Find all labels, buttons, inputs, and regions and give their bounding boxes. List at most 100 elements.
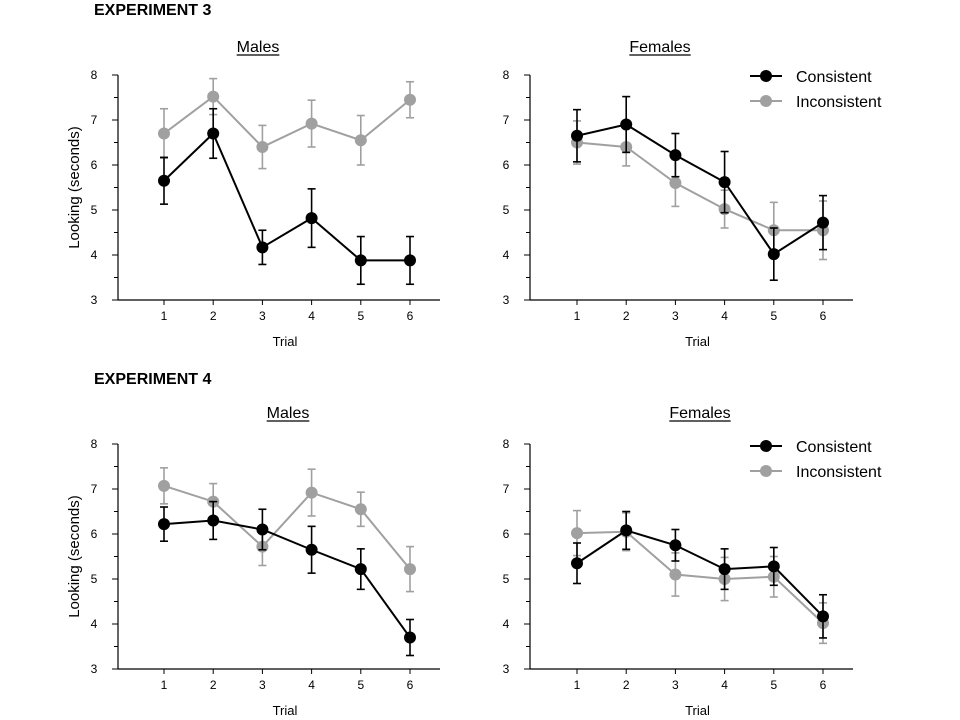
data-point	[571, 129, 583, 142]
experiment-3-heading: EXPERIMENT 3	[94, 2, 212, 19]
data-point	[354, 134, 367, 147]
y-tick-label: 5	[91, 203, 98, 217]
y-tick-label: 5	[503, 203, 510, 217]
y-tick-label: 4	[503, 248, 510, 262]
x-tick-label: 1	[574, 678, 581, 692]
y-tick-label: 4	[503, 617, 510, 631]
x-tick-label: 3	[259, 678, 266, 692]
legend-label: Consistent	[796, 69, 872, 86]
legend-marker	[760, 440, 772, 452]
data-point	[669, 177, 682, 189]
data-point	[158, 127, 170, 140]
x-tick-label: 5	[357, 309, 364, 323]
series-line-consistent	[576, 123, 824, 256]
x-tick-label: 2	[210, 678, 217, 692]
x-tick-label: 6	[407, 678, 414, 692]
y-tick-label: 8	[503, 437, 510, 451]
data-point	[404, 563, 416, 576]
data-point	[305, 212, 318, 225]
data-point	[817, 216, 829, 229]
data-point	[669, 149, 682, 162]
series-line-inconsistent	[163, 484, 411, 570]
data-point	[207, 514, 220, 527]
y-tick-label: 3	[91, 293, 98, 307]
series-inconsistent	[571, 120, 829, 261]
data-point	[158, 518, 170, 531]
series-consistent	[158, 107, 416, 286]
y-axis-label: Looking (seconds)	[66, 126, 83, 249]
y-tick-label: 3	[503, 662, 510, 676]
x-tick-label: 5	[357, 678, 364, 692]
y-tick-label: 3	[91, 662, 98, 676]
legend-label: Inconsistent	[796, 94, 882, 111]
series-line-inconsistent	[163, 95, 411, 149]
data-point	[158, 479, 170, 492]
x-tick-label: 1	[161, 678, 168, 692]
series-line-inconsistent	[576, 141, 823, 232]
data-point	[571, 557, 583, 570]
data-point	[669, 568, 682, 581]
data-point	[571, 527, 583, 540]
chart-panel-1: Males 3 4 5 6 7 8 1 2 3 4 5 6 Trial Looking (seconds)	[66, 39, 440, 349]
x-tick-label: 3	[672, 309, 679, 323]
series-inconsistent	[571, 509, 829, 645]
y-tick-label: 6	[503, 158, 510, 172]
y-tick-label: 5	[91, 572, 98, 586]
data-point	[718, 563, 731, 576]
x-tick-label: 4	[308, 678, 315, 692]
x-tick-label: 3	[672, 678, 679, 692]
series-line-consistent	[576, 529, 824, 618]
data-point	[305, 543, 318, 556]
data-point	[256, 141, 269, 153]
y-tick-label: 4	[91, 617, 98, 631]
chart-title: Females	[629, 39, 690, 56]
series-line-consistent	[163, 131, 410, 262]
series-inconsistent	[158, 77, 416, 170]
data-point	[718, 176, 731, 189]
y-tick-label: 7	[91, 113, 98, 127]
y-tick-label: 3	[503, 293, 510, 307]
x-tick-label: 1	[574, 309, 581, 323]
y-tick-label: 6	[91, 158, 98, 172]
chart-title: Males	[267, 405, 310, 422]
legend-marker	[760, 95, 772, 107]
data-point	[767, 248, 780, 261]
x-tick-label: 4	[308, 309, 315, 323]
data-point	[669, 539, 682, 552]
x-tick-label: 5	[770, 309, 777, 323]
x-tick-label: 4	[721, 678, 728, 692]
data-point	[404, 631, 416, 644]
legend-marker	[760, 70, 772, 82]
chart-panel-2: Females 3 4 5 6 7 8 1 2 3 4 5 6 Trial Consistent Incons…	[503, 39, 882, 349]
x-axis-label: Trial	[273, 703, 298, 718]
y-tick-label: 4	[91, 248, 98, 262]
data-point	[404, 93, 416, 106]
x-tick-label: 5	[770, 678, 777, 692]
y-tick-label: 8	[91, 68, 98, 82]
legend: Consistent Inconsistent	[750, 69, 882, 111]
chart-panel-4: Females 3 4 5 6 7 8 1 2 3 4 5 6 Trial Consistent Incons…	[503, 405, 882, 718]
data-point	[767, 560, 780, 573]
y-tick-label: 7	[503, 482, 510, 496]
x-tick-label: 1	[161, 309, 168, 323]
x-tick-label: 6	[407, 309, 414, 323]
legend-label: Inconsistent	[796, 464, 882, 481]
series-line-consistent	[163, 519, 411, 639]
x-tick-label: 2	[623, 309, 630, 323]
y-tick-label: 8	[503, 68, 510, 82]
x-tick-label: 3	[259, 309, 266, 323]
x-axis-label: Trial	[273, 334, 298, 349]
series-inconsistent	[158, 467, 416, 593]
data-point	[207, 127, 220, 140]
data-point	[354, 503, 367, 516]
legend-label: Consistent	[796, 439, 872, 456]
x-tick-label: 6	[820, 309, 827, 323]
x-axis-label: Trial	[685, 334, 710, 349]
y-tick-label: 6	[503, 527, 510, 541]
x-tick-label: 2	[623, 678, 630, 692]
data-point	[158, 174, 170, 187]
data-point	[305, 117, 318, 130]
data-point	[354, 254, 367, 267]
legend-marker	[760, 465, 772, 477]
chart-title: Males	[237, 39, 280, 56]
